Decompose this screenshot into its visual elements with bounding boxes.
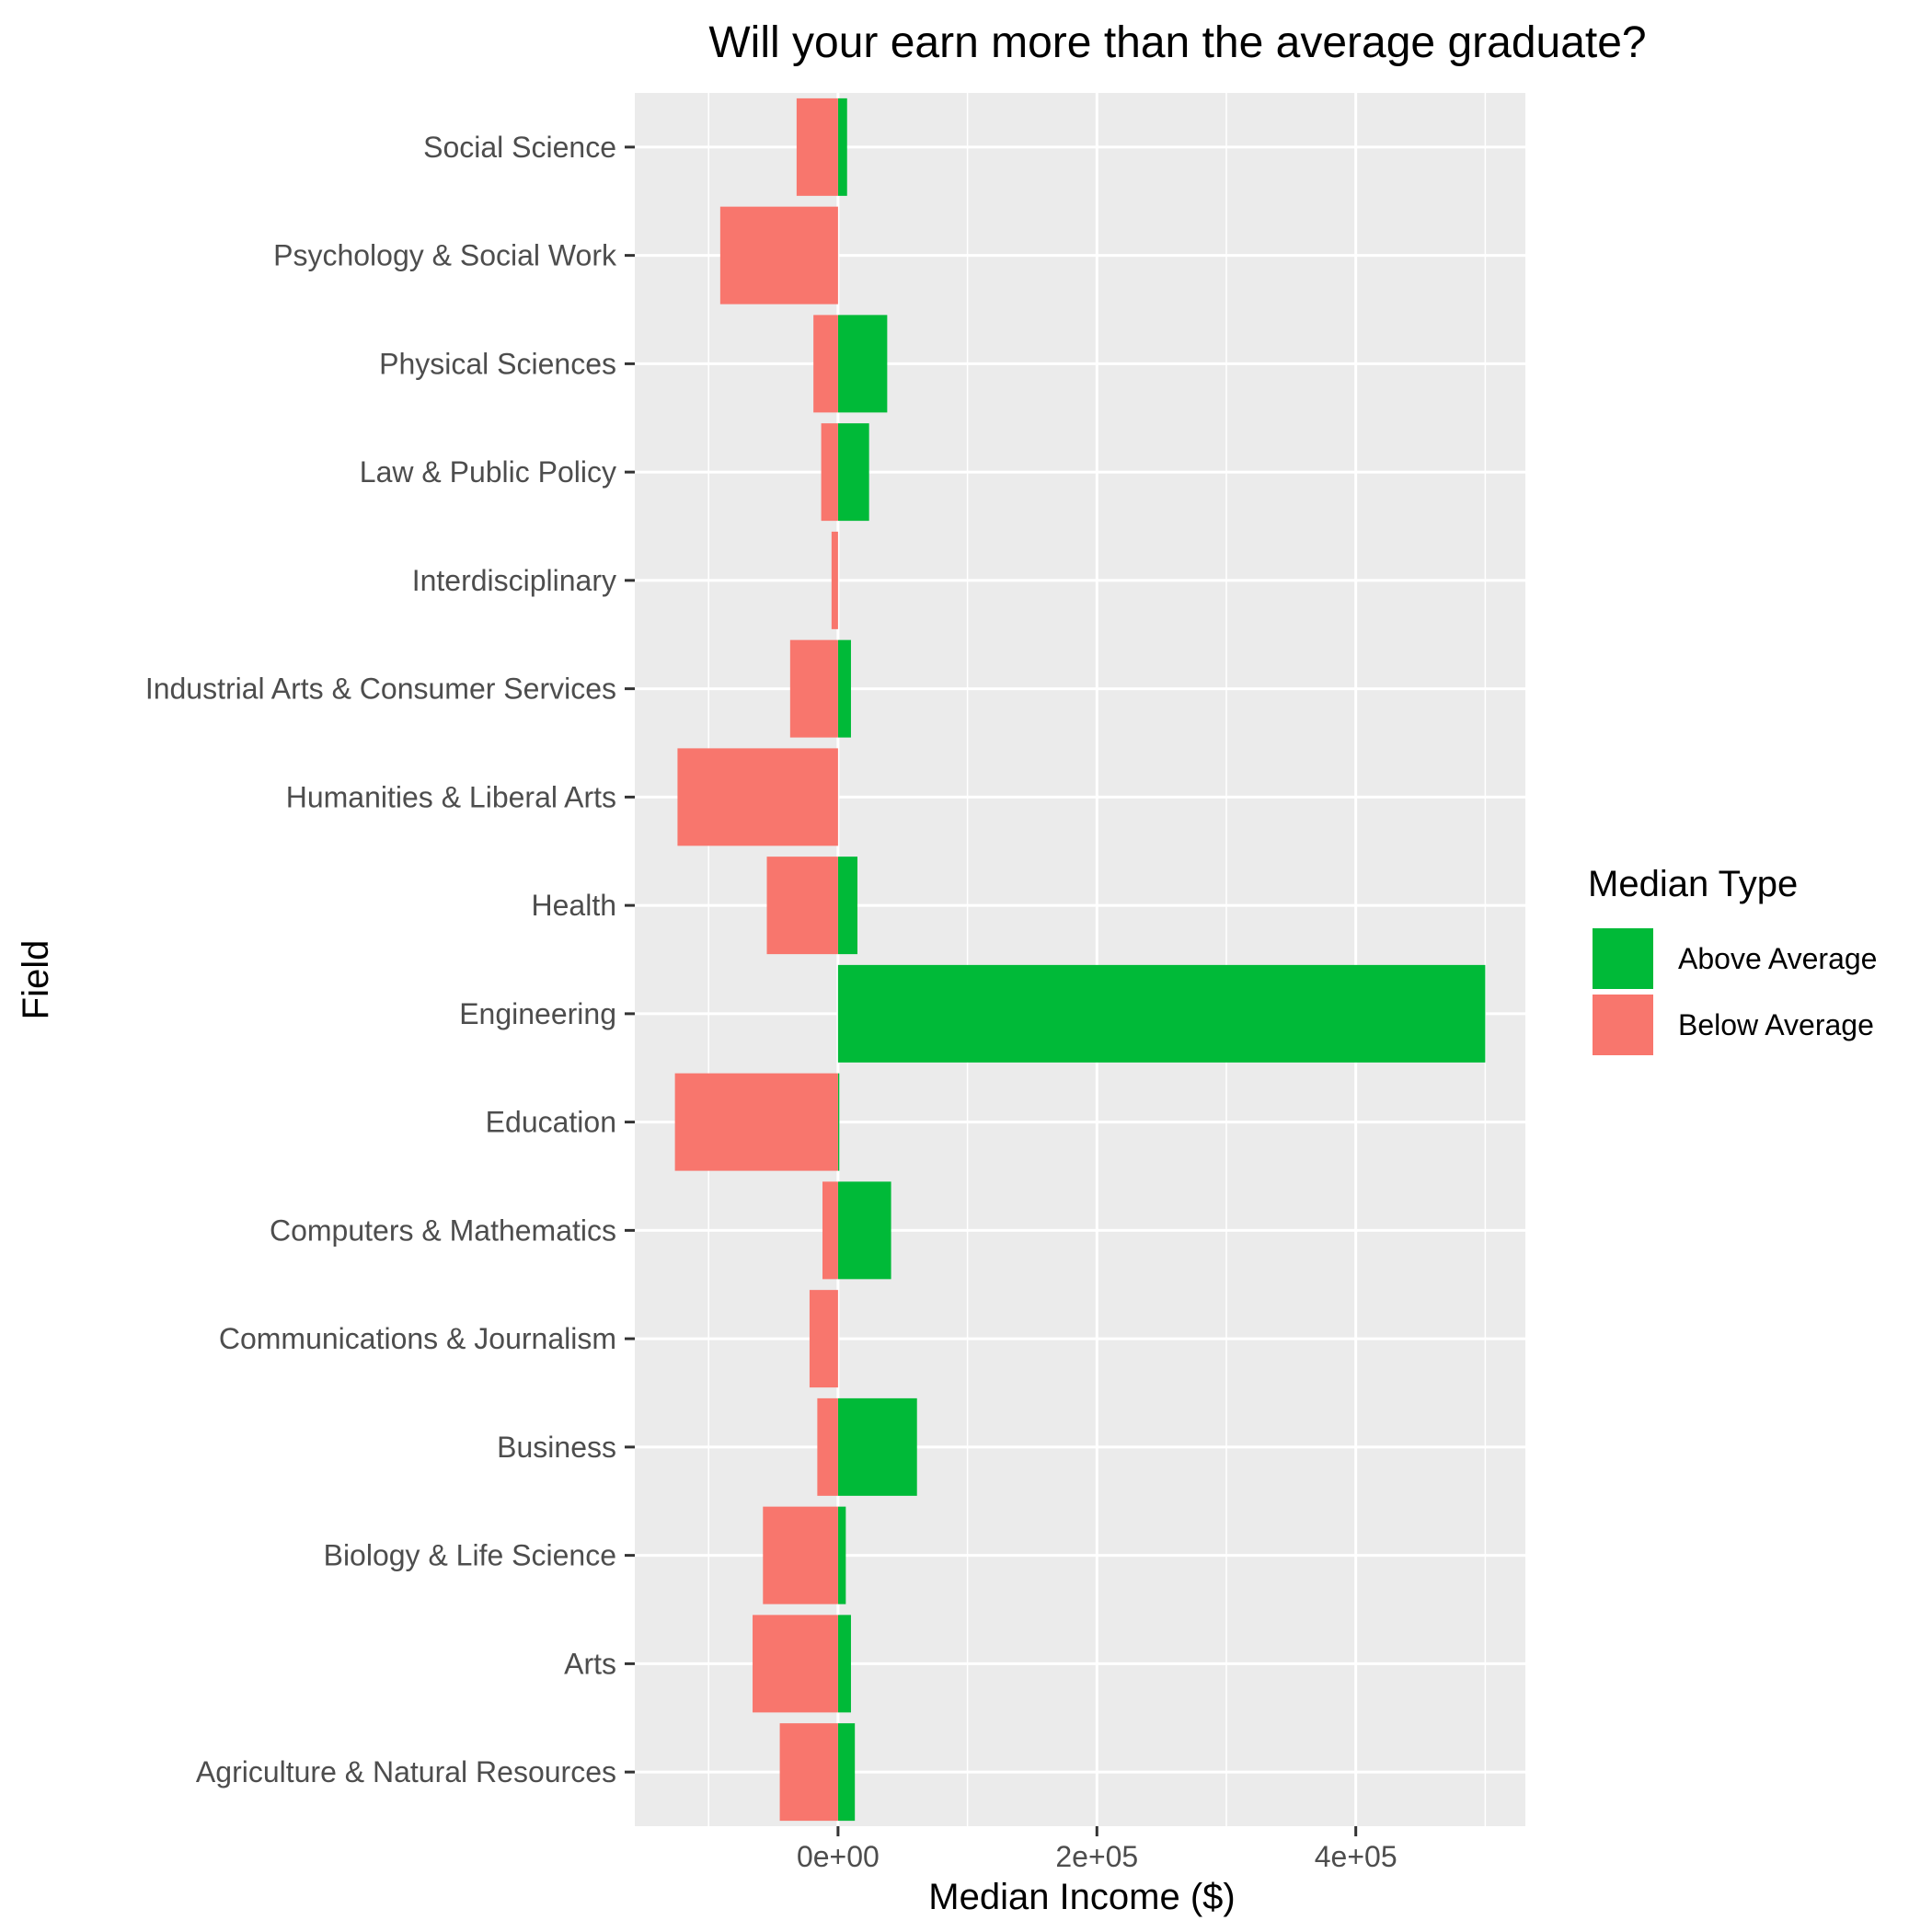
below-average-bar-physical-sciences [813,315,838,413]
y-tick-label: Arts [564,1647,616,1680]
y-tick-label: Physical Sciences [379,347,616,380]
minor-gridlines [707,93,1487,1826]
y-tick-label: Biology & Life Science [324,1539,616,1572]
above-average-bar-health [837,857,857,955]
y-axis-title: Field [16,940,56,1020]
legend-label: Below Average [1678,1008,1874,1041]
above-average-bar-arts [837,1615,851,1713]
above-average-bar-industrial-arts-consumer-services [837,639,851,738]
chart-title: Will your earn more than the average gra… [708,18,1646,67]
y-axis: Agriculture & Natural Resources Arts Biolo… [145,131,635,1788]
above-average-bar-engineering [837,964,1486,1063]
y-tick-label: Interdisciplinary [412,564,616,597]
y-tick-label: Social Science [423,131,616,164]
above-average-bar-physical-sciences [837,315,888,413]
y-tick-label: Education [486,1106,616,1139]
above-average-bar-computers-mathematics [837,1181,891,1280]
below-average-bar-humanities-liberal-arts [677,748,838,846]
y-tick-label: Humanities & Liberal Arts [286,780,616,813]
below-average-bar-law-public-policy [821,423,838,522]
y-tick-label: Health [532,889,617,922]
below-average-bar-interdisciplinary [831,531,838,629]
below-average-bar-biology-life-science [763,1506,838,1604]
y-tick-label: Industrial Arts & Consumer Services [145,673,616,706]
below-average-bar-communications-journalism [809,1290,838,1388]
y-tick-label: Psychology & Social Work [273,239,617,272]
below-average-bar-health [766,857,838,955]
below-average-bar-agriculture-natural-resources [779,1723,838,1822]
legend-key [1591,926,1655,991]
y-tick-label: Law & Public Policy [360,455,616,489]
x-tick-label: 4e+05 [1315,1840,1397,1873]
above-average-bar-business [837,1397,917,1496]
below-average-bar-arts [753,1615,838,1713]
above-average-bar-agriculture-natural-resources [837,1723,856,1822]
x-axis: 0e+00 2e+05 4e+05 [797,1826,1397,1873]
legend-label: Above Average [1678,942,1877,975]
below-average-bar-business [817,1397,838,1496]
legend-title: Median Type [1588,864,1798,904]
above-average-bar-social-science [837,98,847,196]
below-average-bar-education [674,1073,838,1171]
y-tick-label: Business [497,1431,616,1464]
bars [674,98,1486,1822]
above-average-bar-education [837,1073,840,1171]
above-average-bar-law-public-policy [837,423,869,522]
x-axis-title: Median Income ($) [928,1877,1235,1917]
y-tick-label: Computers & Mathematics [270,1213,616,1247]
y-tick-label: Agriculture & Natural Resources [196,1755,616,1788]
above-average-bar-biology-life-science [837,1506,846,1604]
x-tick-label: 2e+05 [1055,1840,1138,1873]
legend: Median Type Above Average Below Average [1588,864,1877,1057]
below-average-bar-computers-mathematics [822,1181,838,1280]
legend-key [1591,993,1655,1057]
below-average-bar-social-science [796,98,838,196]
below-average-bar-industrial-arts-consumer-services [789,639,838,738]
y-tick-label: Communications & Journalism [219,1322,616,1355]
below-average-bar-psychology-social-work [719,206,838,305]
y-tick-label: Engineering [459,997,616,1030]
x-tick-label: 0e+00 [797,1840,880,1873]
